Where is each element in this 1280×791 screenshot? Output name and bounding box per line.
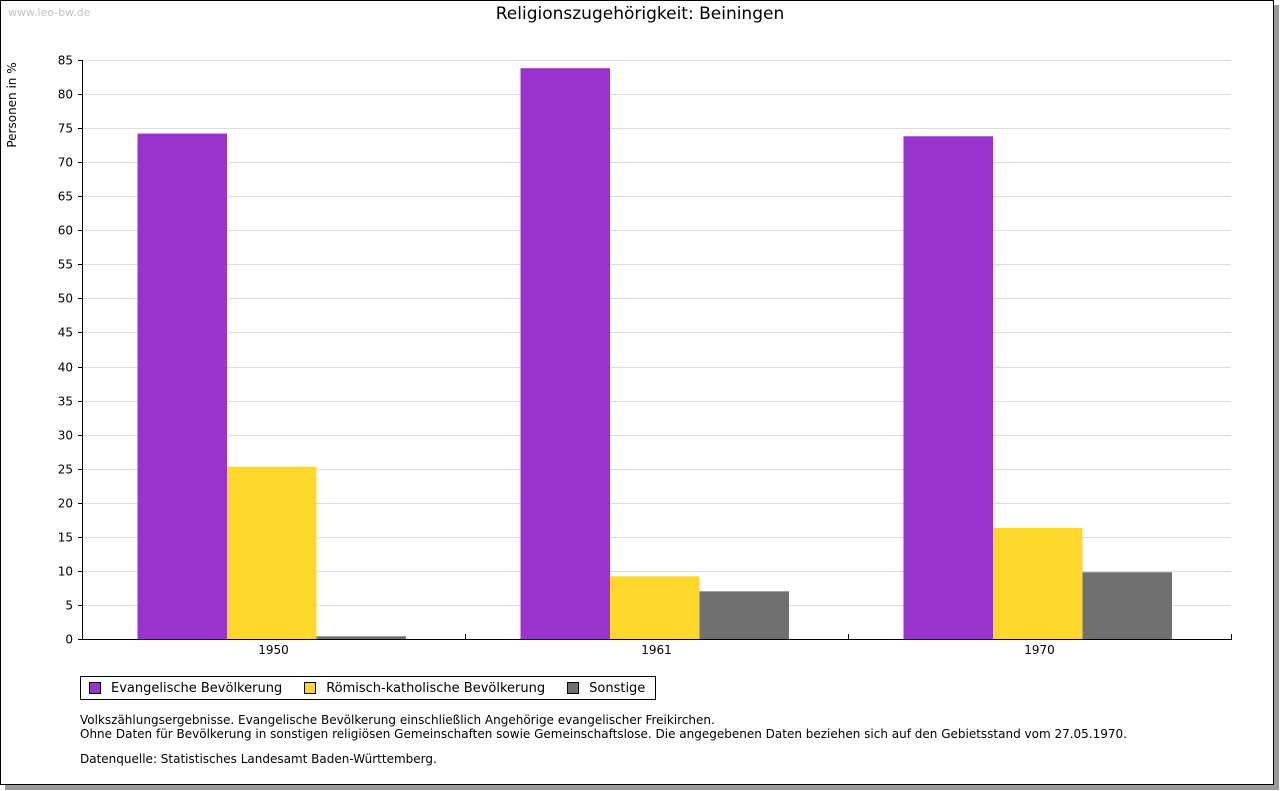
chart-notes: Volkszählungsergebnisse. Evangelische Be… bbox=[80, 713, 1127, 741]
legend-label-sonstige: Sonstige bbox=[589, 680, 646, 696]
legend-swatch-evangelisch bbox=[89, 682, 101, 694]
y-tick-label: 45 bbox=[58, 326, 73, 340]
legend-label-katholisch: Römisch-katholische Bevölkerung bbox=[326, 680, 546, 696]
y-tick-label: 5 bbox=[65, 599, 73, 613]
legend: Evangelische Bevölkerung Römisch-katholi… bbox=[80, 676, 657, 700]
x-tick-label-1961: 1961 bbox=[641, 643, 672, 657]
y-tick-label: 0 bbox=[65, 633, 73, 647]
note-line-2: Ohne Daten für Bevölkerung in sonstigen … bbox=[80, 727, 1127, 741]
bar-3-1950 bbox=[316, 636, 406, 639]
bar-1-1961 bbox=[520, 68, 610, 639]
bar-2-1970 bbox=[993, 527, 1083, 639]
x-tick-label-1970: 1970 bbox=[1024, 643, 1055, 657]
y-tick-label: 15 bbox=[58, 531, 73, 545]
y-tick-label: 60 bbox=[58, 224, 73, 238]
bar-1-1970 bbox=[903, 136, 993, 640]
legend-item-katholisch: Römisch-katholische Bevölkerung bbox=[304, 681, 545, 696]
legend-swatch-sonstige bbox=[567, 682, 580, 694]
y-tick-label: 35 bbox=[58, 395, 73, 409]
legend-item-sonstige: Sonstige bbox=[567, 681, 645, 696]
y-tick-label: 55 bbox=[58, 258, 73, 272]
y-tick-label: 65 bbox=[58, 190, 73, 204]
data-source: Datenquelle: Statistisches Landesamt Bad… bbox=[80, 752, 437, 766]
plot-area: 0 5 10 15 20 25 30 35 40 45 50 55 60 65 70 75 80 85 1950 19… bbox=[58, 54, 1232, 657]
bar-1-1950 bbox=[137, 133, 227, 639]
chart-title: Religionszugehörigkeit: Beiningen bbox=[495, 4, 785, 24]
y-tick-label: 20 bbox=[58, 497, 73, 511]
y-tick-label: 75 bbox=[58, 122, 73, 136]
bar-2-1950 bbox=[227, 466, 317, 639]
y-tick-label: 25 bbox=[58, 463, 73, 477]
watermark: www.leo-bw.de bbox=[8, 6, 91, 19]
bar-3-1970 bbox=[1082, 572, 1172, 639]
legend-swatch-katholisch bbox=[304, 682, 317, 694]
y-tick-label: 80 bbox=[58, 88, 73, 102]
bar-2-1961 bbox=[610, 576, 700, 639]
x-tick-label-1950: 1950 bbox=[258, 643, 289, 657]
y-tick-label: 85 bbox=[58, 54, 73, 68]
y-tick-label: 50 bbox=[58, 292, 73, 306]
bar-3-1961 bbox=[699, 591, 789, 639]
y-tick-label: 40 bbox=[58, 361, 73, 375]
legend-item-evangelisch: Evangelische Bevölkerung bbox=[89, 681, 282, 696]
note-line-1: Volkszählungsergebnisse. Evangelische Be… bbox=[80, 713, 715, 727]
y-tick-label: 10 bbox=[58, 565, 73, 579]
legend-label-evangelisch: Evangelische Bevölkerung bbox=[111, 680, 283, 696]
y-tick-label: 30 bbox=[58, 429, 73, 443]
y-tick-label: 70 bbox=[58, 156, 73, 170]
